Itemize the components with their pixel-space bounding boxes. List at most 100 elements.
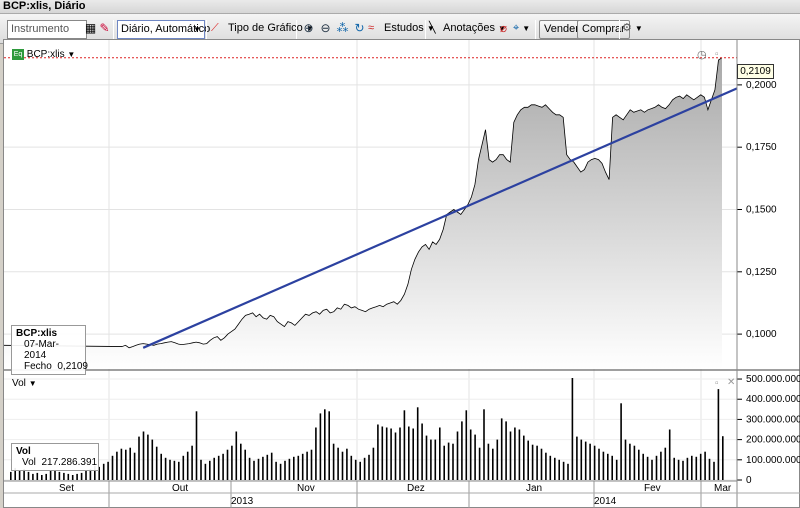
month-label: Out (172, 483, 188, 494)
chart-type-icon[interactable]: ⟋ (211, 22, 219, 34)
volume-bar (226, 449, 229, 480)
volume-bar (155, 446, 158, 480)
refresh-icon[interactable]: ↻ (354, 21, 365, 35)
crosshair-icon[interactable]: ⌖ ▼ (513, 22, 531, 34)
volume-bar (456, 431, 459, 480)
volume-bar (120, 448, 123, 480)
buy-button[interactable]: Comprar (577, 20, 630, 39)
close-panel-icon[interactable]: ✕ (727, 377, 736, 388)
volume-bar (293, 456, 295, 480)
volume-bar (231, 445, 233, 480)
volume-bar (620, 403, 622, 480)
toolbar-separator (619, 20, 620, 39)
month-label: Nov (297, 483, 315, 494)
year-label: 2013 (231, 496, 254, 507)
clock-icon[interactable]: ◷ (697, 49, 707, 61)
studies-icon[interactable]: ≈ (368, 22, 375, 34)
volume-bar (562, 461, 565, 480)
instrument-input[interactable]: Instrumento (7, 20, 87, 39)
volume-bar (447, 442, 450, 480)
volume-bar (487, 443, 490, 480)
x-axis: Set Out Nov Dez Jan Fev Mar 2013 2014 (59, 481, 732, 508)
volume-bar (660, 451, 662, 480)
volume-bar (478, 447, 481, 480)
volume-bar (107, 461, 109, 480)
volume-bar (514, 427, 516, 480)
volume-bar (425, 435, 428, 480)
volume-bar (589, 443, 591, 480)
volume-bar (540, 448, 543, 480)
volume-bar (580, 439, 583, 480)
month-label: Jan (526, 483, 542, 494)
y-tick-label: 0,2000 (746, 80, 777, 91)
volume-bar (483, 409, 485, 480)
y-tick-label: 0,1500 (746, 204, 777, 215)
symbol-tag[interactable]: Eq BCP:xlis ▼ (12, 49, 75, 60)
month-label: Dez (407, 483, 425, 494)
volume-bar (646, 456, 649, 480)
chart-type-label: Tipo de Gráfico (228, 22, 303, 34)
volume-bar (421, 423, 423, 480)
volume-bar (324, 409, 326, 480)
volume-bar (332, 443, 335, 480)
studies-menu[interactable]: Estudos ▼ (384, 20, 435, 39)
volume-bar (266, 454, 269, 480)
volume-bar (439, 427, 441, 480)
volume-bar (116, 451, 118, 480)
volume-bar (545, 452, 547, 480)
maximize-panel-icon[interactable]: ▫ (715, 49, 719, 60)
volume-bar (558, 459, 560, 480)
volume-bar (385, 427, 388, 480)
volume-bar (191, 445, 193, 480)
settings-icon[interactable]: ⚙ ▼ (622, 22, 643, 34)
zoom-out-icon[interactable]: ⊖ (320, 21, 331, 35)
volume-bar (399, 427, 401, 480)
period-combo-label: Diário, Automático (121, 23, 211, 35)
volume-bar (195, 411, 198, 480)
y-tick-label: 200.000.000 (746, 435, 800, 446)
instrument-list-icon[interactable]: ▦ (84, 21, 97, 35)
volume-bar (125, 449, 127, 480)
volume-bar (607, 453, 609, 481)
volume-bar (598, 448, 600, 480)
volume-bar (584, 441, 587, 480)
volume-bar (469, 429, 472, 480)
chart-svg[interactable]: 0,1000 0,1250 0,1500 0,1750 0,2000 0 100.000.… (4, 40, 800, 508)
y-tick-label: 300.000.000 (746, 414, 800, 425)
chart-area[interactable]: 0,1000 0,1250 0,1500 0,1750 0,2000 0 100.000.… (3, 39, 800, 508)
volume-bar (354, 459, 357, 480)
volume-bar (102, 463, 105, 480)
volume-bar (71, 475, 74, 480)
volume-bar (708, 458, 711, 480)
volume-bar (691, 455, 693, 480)
volume-bar (390, 428, 392, 480)
volume-bar (642, 453, 644, 481)
volume-bar (496, 439, 499, 480)
period-combo[interactable]: Diário, Automático ▼ (117, 20, 210, 39)
volume-bar (54, 469, 56, 480)
volume-bar (713, 461, 715, 480)
volume-bar (434, 439, 437, 480)
chevron-down-icon: ▼ (28, 379, 37, 388)
annotations-menu[interactable]: Anotações ▼ (443, 20, 506, 39)
volume-bar (527, 440, 529, 480)
trend-line[interactable] (142, 87, 738, 349)
volume-tag[interactable]: Vol ▼ (12, 378, 37, 389)
maximize-panel-icon[interactable]: ▫ (715, 378, 719, 389)
volume-bar (213, 457, 215, 480)
annotation-line-icon[interactable]: ╲ (429, 22, 436, 34)
volume-bar (315, 427, 317, 480)
volume-bar (492, 448, 494, 480)
auto-scale-icon[interactable]: ⁂ (336, 21, 349, 35)
chart-type-menu[interactable]: Tipo de Gráfico ▼ (228, 20, 314, 39)
volume-bar (142, 431, 145, 480)
volume-bar (169, 459, 171, 480)
zoom-in-icon[interactable]: ⊕ (303, 21, 314, 35)
sell-button[interactable]: Vender (539, 20, 584, 39)
eraser-icon[interactable]: ⌀ (499, 21, 508, 35)
volume-tag-label: Vol (12, 378, 26, 389)
price-area (4, 57, 722, 369)
compare-icon[interactable]: ✎ (99, 21, 110, 35)
month-label: Fev (644, 483, 661, 494)
volume-bar (160, 453, 162, 481)
